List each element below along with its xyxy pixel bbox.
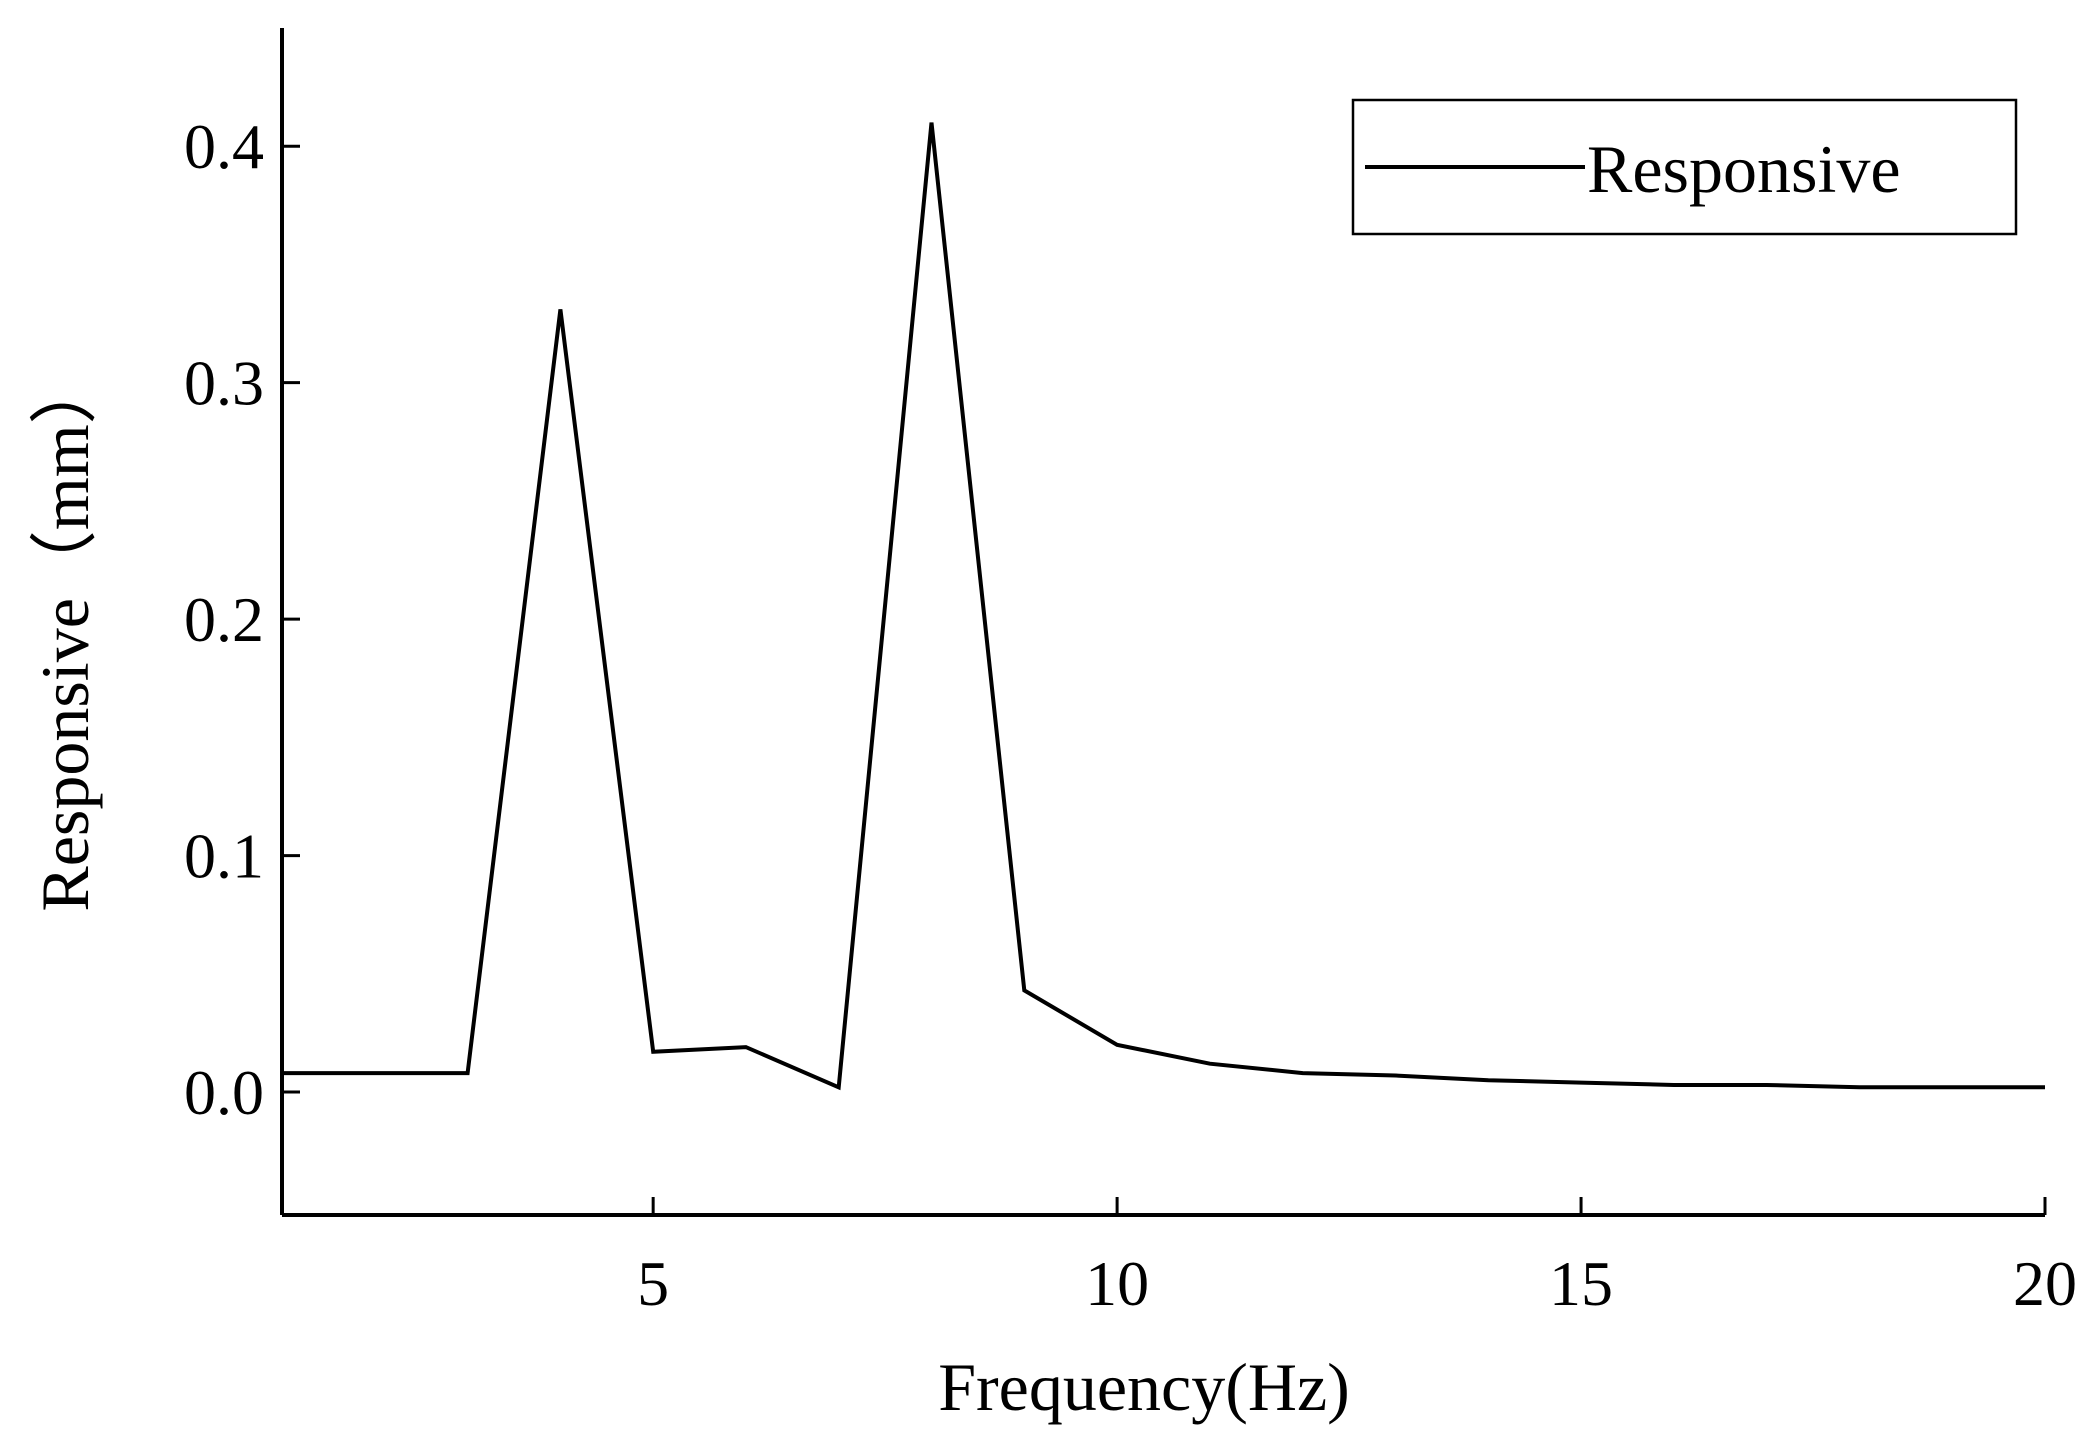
x-tick-label: 10 xyxy=(1085,1248,1149,1319)
x-axis-title: Frequency(Hz) xyxy=(938,1349,1350,1425)
legend: Responsive xyxy=(1351,98,2018,236)
x-tick-label: 20 xyxy=(2013,1248,2077,1319)
series-line xyxy=(282,122,2045,1091)
y-tick-label: 0.2 xyxy=(184,584,264,655)
x-tick-label: 5 xyxy=(637,1248,669,1319)
legend-entry: Responsive xyxy=(1587,131,1901,207)
y-axis-title: Responsive（mm） xyxy=(27,356,103,911)
y-tick-label: 0.3 xyxy=(184,348,264,419)
x-tick-label: 15 xyxy=(1549,1248,1613,1319)
series-layer xyxy=(282,122,2045,1091)
y-tick-label: 0.0 xyxy=(184,1057,264,1128)
y-tick-label: 0.1 xyxy=(184,821,264,892)
axes xyxy=(280,28,2045,1217)
y-tick-label: 0.4 xyxy=(184,111,264,182)
ticks: 5 10 15 20 0.0 0.1 0.2 0.3 0.4 xyxy=(184,111,2077,1319)
